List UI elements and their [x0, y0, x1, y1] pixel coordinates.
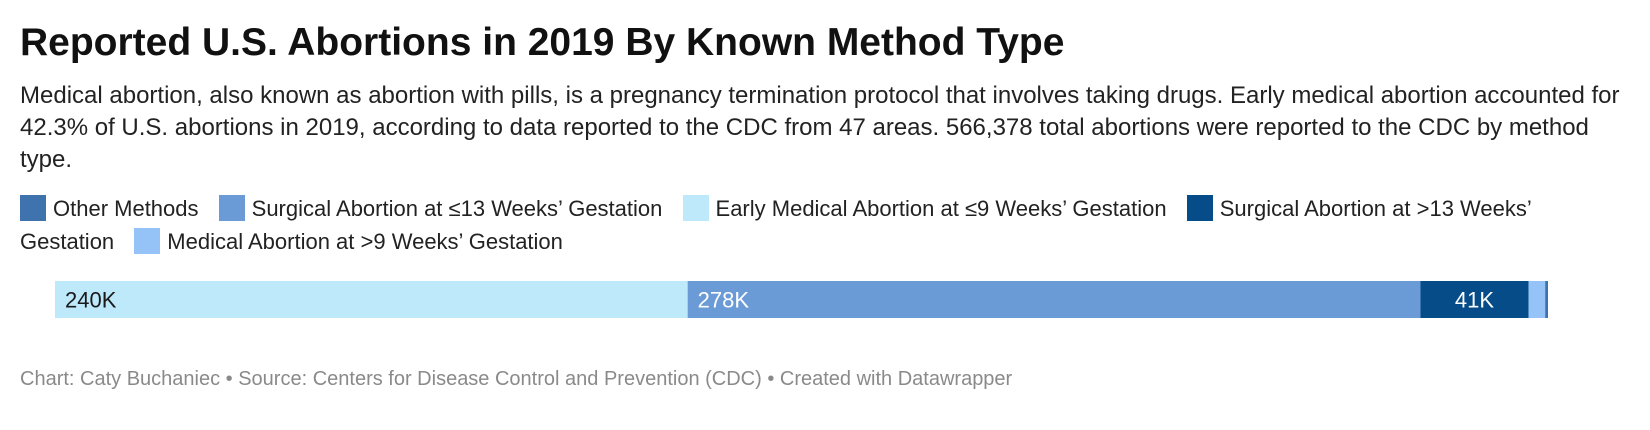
- stacked-bar-chart: 240K 278K 41K: [55, 281, 1548, 318]
- chart-title: Reported U.S. Abortions in 2019 By Known…: [20, 21, 1065, 64]
- legend-label: Surgical Abortion at >13 Weeks’ Gestatio…: [20, 196, 1531, 254]
- legend-label: Early Medical Abortion at ≤9 Weeks’ Gest…: [715, 196, 1167, 221]
- bar-data-label-0: 240K: [65, 288, 117, 313]
- chart-subtitle: Medical abortion, also known as abortion…: [20, 82, 1620, 173]
- legend-swatch: [134, 228, 161, 254]
- bar-segment-1: [687, 281, 1421, 318]
- chart-footer: Chart: Caty Buchaniec • Source: Centers …: [20, 368, 1013, 390]
- legend-label: Other Methods: [53, 196, 199, 221]
- legend-label: Medical Abortion at >9 Weeks’ Gestation: [167, 229, 563, 254]
- legend-swatch: [20, 195, 46, 221]
- bar-segment-3: [1528, 281, 1546, 318]
- legend-swatch: [1186, 195, 1213, 221]
- legend-swatch: [682, 195, 709, 221]
- bar-segment-2: [1420, 281, 1529, 318]
- bar-data-label-1: 278K: [698, 288, 750, 313]
- legend-item-medical-gt9: Medical Abortion at >9 Weeks’ Gestation: [134, 228, 563, 254]
- legend-item-surgical-gt13: Surgical Abortion at >13 Weeks’ Gestatio…: [20, 195, 1531, 254]
- bar-data-label-2: 41K: [1455, 288, 1494, 313]
- legend: Other Methods Surgical Abortion at ≤13 W…: [20, 192, 1620, 258]
- legend-item-early-medical: Early Medical Abortion at ≤9 Weeks’ Gest…: [682, 195, 1167, 221]
- legend-label: Surgical Abortion at ≤13 Weeks’ Gestatio…: [251, 196, 663, 221]
- legend-item-surgical-le13: Surgical Abortion at ≤13 Weeks’ Gestatio…: [218, 195, 663, 221]
- legend-swatch: [218, 195, 245, 221]
- bar-segment-0: [55, 281, 688, 318]
- bar-segment-4: [1545, 281, 1548, 318]
- legend-item-other-methods: Other Methods: [20, 195, 199, 221]
